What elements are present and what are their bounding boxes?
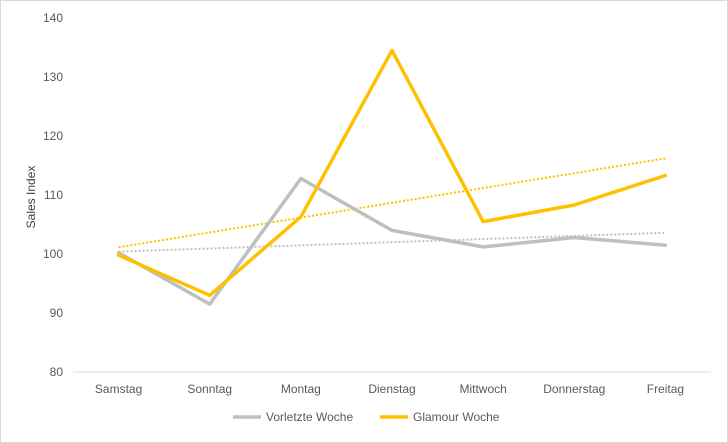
- legend-label: Vorletzte Woche: [266, 410, 353, 424]
- x-tick-label: Montag: [281, 382, 321, 396]
- x-tick-label: Freitag: [647, 382, 684, 396]
- x-tick-label: Mittwoch: [459, 382, 506, 396]
- y-tick-label: 110: [44, 188, 63, 202]
- trendline: [118, 231, 666, 253]
- x-axis-ticks: Samstag Sonntag Montag Dienstag Mittwoch Donn…: [95, 382, 684, 396]
- y-axis-ticks: 80 90 100 110 120 130 140: [43, 11, 63, 379]
- y-tick-label: 100: [43, 247, 63, 261]
- series-line: [116, 176, 668, 306]
- x-tick-label: Donnerstag: [543, 382, 605, 396]
- y-tick-label: 120: [43, 129, 63, 143]
- y-tick-label: 90: [50, 306, 64, 320]
- y-axis-title: Sales Index: [24, 166, 38, 229]
- y-tick-label: 80: [50, 365, 64, 379]
- y-tick-label: 130: [43, 70, 63, 84]
- x-tick-label: Samstag: [95, 382, 142, 396]
- trendlines: [118, 157, 666, 253]
- legend-label: Glamour Woche: [413, 410, 500, 424]
- series-line: [116, 48, 668, 298]
- y-tick-label: 140: [43, 11, 63, 25]
- x-tick-label: Dienstag: [368, 382, 415, 396]
- series-lines: [116, 48, 668, 306]
- x-tick-label: Sonntag: [187, 382, 232, 396]
- trendline: [118, 157, 666, 249]
- legend: Vorletzte Woche Glamour Woche: [233, 410, 500, 424]
